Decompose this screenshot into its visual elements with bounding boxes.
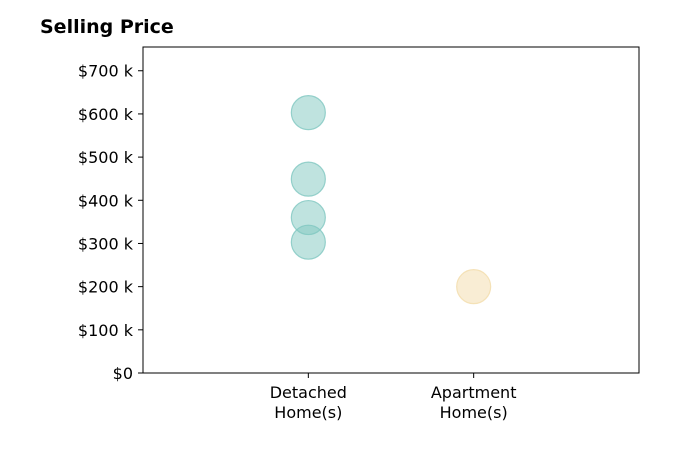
y-tick-label: $700 k bbox=[78, 62, 134, 81]
data-point bbox=[290, 224, 326, 260]
y-tick-label: $0 bbox=[113, 364, 133, 383]
y-tick-label: $500 k bbox=[78, 148, 134, 167]
data-point bbox=[290, 161, 326, 197]
y-tick-label: $200 k bbox=[78, 278, 134, 297]
x-tick-label: Detached Home(s) bbox=[270, 383, 347, 422]
y-tick-label: $400 k bbox=[78, 191, 134, 210]
x-tick-label-line: Home(s) bbox=[274, 403, 342, 422]
y-tick-label: $300 k bbox=[78, 234, 134, 253]
x-tick-label: Apartment Home(s) bbox=[431, 383, 517, 422]
data-point bbox=[456, 269, 492, 305]
plot-frame bbox=[142, 46, 640, 374]
y-tick-label: $600 k bbox=[78, 105, 134, 124]
x-tick-label-line: Home(s) bbox=[440, 403, 508, 422]
data-point bbox=[290, 95, 326, 131]
x-tick-label-line: Apartment bbox=[431, 383, 517, 402]
chart-title: Selling Price bbox=[40, 16, 174, 38]
y-tick-label: $100 k bbox=[78, 321, 134, 340]
x-tick-label-line: Detached bbox=[270, 383, 347, 402]
